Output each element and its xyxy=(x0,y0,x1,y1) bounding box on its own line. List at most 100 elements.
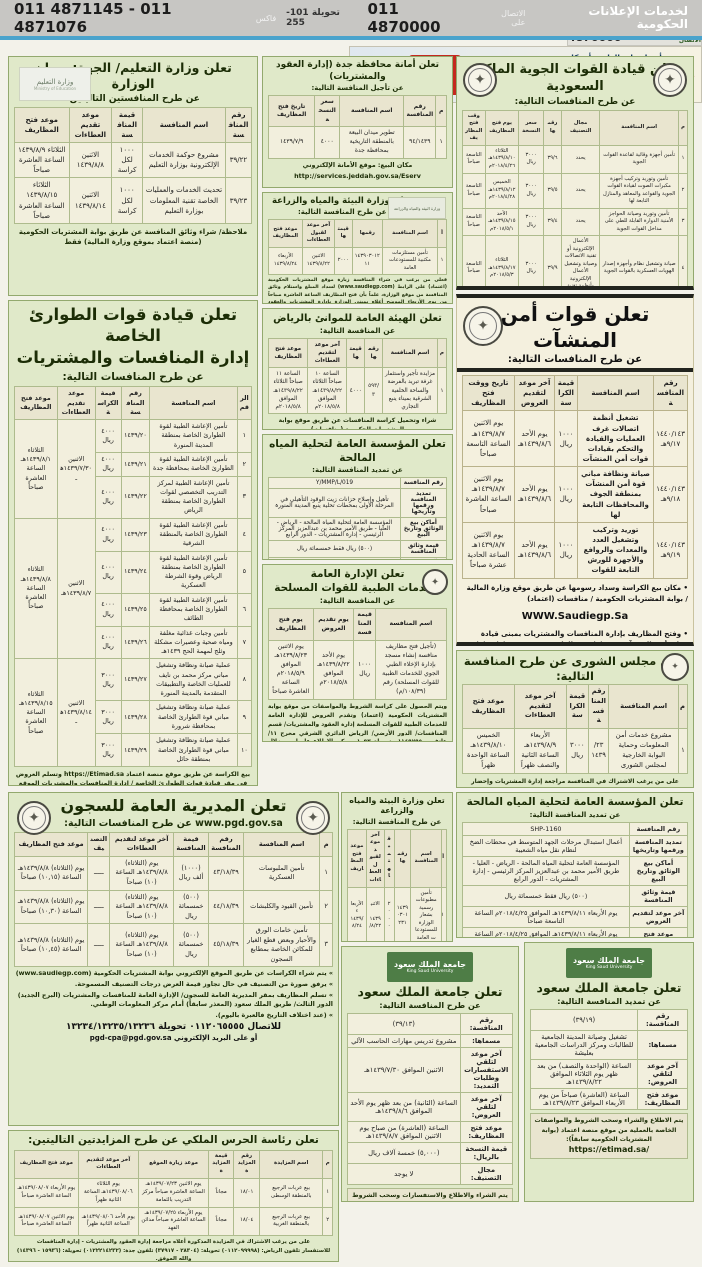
phone-number: 011 4870000 xyxy=(367,0,441,36)
table-cell: ٣ xyxy=(678,207,688,237)
table-cell: مجاناً xyxy=(207,1178,235,1208)
field-label: رقم المنافسة xyxy=(628,822,687,835)
table-cell: التاسعة صباحاً xyxy=(462,144,486,174)
tender-details-fields: رقم المنافسة SHP-1160 تمديد المنافسة ورقمه… xyxy=(462,821,688,937)
table-cell: تأمين القيود والكلبشات xyxy=(242,889,321,925)
note-line: • وفتح المظاريف بإدارة المنافسات والمشتر… xyxy=(473,629,688,646)
table-cell: ١٨/٠١ xyxy=(233,1178,260,1208)
field-row: آخر موعد لتقديم العروض يوم الأربعاء ١٤٣٩/… xyxy=(463,906,687,928)
column-header: قيمتها xyxy=(346,337,366,369)
table-cell: يوم الأحد ١٤٣٩/٨/٢٢هـ الموافق ٢٠١٨/٥/٨م xyxy=(312,640,355,701)
etimad-link[interactable]: https://etimad.sa/ xyxy=(568,1145,650,1155)
tenders-table: م اسم المنافسة رقمها قيمتها آخر موعد لتقديم … xyxy=(267,337,447,414)
table-cell: ١٤٣٩/٢٢ xyxy=(120,475,151,519)
notes-list: » يتم شراء الكراسات عن طريق الموقع الإلك… xyxy=(14,969,333,1020)
table-cell: ٤٠٠٠ ريال xyxy=(94,419,122,453)
column-header: موعد فتح المظاريف xyxy=(347,828,367,888)
field-row: قيمة وثائق المنافسة (٥٠٠) ريال فقط خمسمائ… xyxy=(269,541,446,559)
divider xyxy=(457,368,693,372)
tenders-table: الرقم اسم المنافسة رقم المنافسة قيمة الكراس… xyxy=(14,386,253,768)
table-row: ٣٩/٢٣ تحديث الخدمات والعمليات الخاصة تقني… xyxy=(14,177,253,224)
field-value: لا يوجد xyxy=(394,1170,414,1179)
announcement-subtitle: عن تمديد المنافسة التالية: xyxy=(557,997,661,1007)
field-row: مسماها: تشغيل وصيانة المدينة الجامعية للط… xyxy=(531,1031,687,1061)
table-cell: ١٤٣٩٠٣٠١٢٣١ xyxy=(393,886,412,941)
field-row: مجال التصنيف: لا يوجد xyxy=(348,1164,512,1186)
jeddah-eservices-link[interactable]: http://services.jeddah.gov.sa/Eserv xyxy=(294,172,421,181)
table-cell: ٣٩/٩ xyxy=(543,235,562,286)
column-header: رقم المنافسة xyxy=(403,95,437,128)
purchase-note: فعلى من يرغب في شراء المنافسة زيارة موقع… xyxy=(268,278,447,304)
note-line: على من يرغب الاشتراك في المنافسة مراجعة … xyxy=(471,777,679,787)
column-header: رقم المنافسة xyxy=(224,106,253,143)
table-row: ١ مشروع خدمات أمن المعلومات وحماية البواب… xyxy=(462,728,688,774)
note-line: للاستفسار تلفون الرياض: (٠١١٢٠٩٩٩٩٨) تحو… xyxy=(16,1248,331,1262)
table-cell: ٤ xyxy=(236,517,253,552)
table-cell: ٤٠٠٠ ريال xyxy=(94,517,122,552)
table-cell: ٣٠٠٠ ريال xyxy=(518,172,544,209)
table-cell: بيع عربات الرجيع بالمنطقة الوسطى xyxy=(258,1178,324,1208)
table-cell: يوم الثلاثاء ١٤٣٩/٠٨/٠٦هـ الساعة الثانية… xyxy=(77,1178,140,1208)
table-cell: الثلاثاء ١٤٣٩/٨/٨هـ الساعة العاشرة صباحا… xyxy=(14,517,58,660)
column-header: رقم المنافسة xyxy=(120,386,151,421)
announcement-title: تعلن الهيئة العامة للموانئ بالرياض xyxy=(273,313,442,324)
table-cell: صيانة وتشغيل نظام وأجهزة إصدار الهويات ا… xyxy=(599,235,679,286)
field-row: تمديد المنافسة ورقمها وتاريخها تأهيل وإصل… xyxy=(269,489,446,519)
note-line: » تسلم المظاريف بمقر المديرية العامة للس… xyxy=(17,990,333,1009)
field-row: موعد فتح المظاريف يوم الأربعاء ١٤٣٩/٨/١١ه… xyxy=(463,927,687,937)
announcement-title: تعلن رئاسة الحرس الملكي عن طرح المزايدتي… xyxy=(28,1134,319,1146)
announcement-subtitle: عن طرح المنافسات التالية: xyxy=(514,96,636,107)
column-header: موعد فتح المظاريف xyxy=(268,219,303,248)
table-cell: ٢٠٠٠ xyxy=(333,246,353,276)
table-row: ٤ صيانة وتشغيل نظام وأجهزة إصدار الهويات … xyxy=(462,235,688,286)
table-cell: ١٠٠٠ ريال xyxy=(554,410,578,468)
table-cell: ١٠٠٠ ريال xyxy=(353,640,376,701)
field-label: آخر موعد لتقديم العروض xyxy=(628,906,687,927)
table-row: ٣ تأمين وتوريد وصيانة الحواجز الأمنية الد… xyxy=(462,207,688,237)
box-ports-authority: تعلن الهيئة العامة للموانئ بالرياض عن ال… xyxy=(262,308,453,430)
table-cell: ١٤٣٩/٢٩ xyxy=(120,733,151,768)
column-header: قيمة المنافسة xyxy=(173,831,209,857)
fax-numbers: 011 4871145 - 011 4871076 xyxy=(13,0,172,36)
medical-services-emblem-icon: ✦ xyxy=(422,569,448,595)
table-cell: ٢٠٠٠ xyxy=(383,886,395,941)
tenders-table: م اسم المنافسة مجال التصنيف رقمها سعر النسخة… xyxy=(462,109,688,286)
footer-text: يتم الاطلاع والشراء وسحب الشروط والمواصف… xyxy=(534,1117,684,1143)
column-header: أ xyxy=(437,219,447,248)
column-header: اسم المنافسة xyxy=(381,219,439,248)
field-value: المؤسسة العامة لتحلية المياه المالحة - ا… xyxy=(276,520,393,539)
logo-text: جامعة الملك سعود xyxy=(394,960,466,969)
column-header: آخر موعد لقبول العطاءات xyxy=(301,219,335,248)
table-cell: (٥٠٠) خمسمائة ريال xyxy=(173,889,209,925)
column-header: آخر موعد لتقديم العروض xyxy=(513,374,556,412)
table-cell: ٤٠٠٠ ريال xyxy=(94,592,122,627)
table-row: ١ بيع عربات الرجيع بالمنطقة الوسطى ١٨/٠١ مج… xyxy=(14,1178,333,1208)
column-header: اسم المنافسة xyxy=(599,109,679,146)
table-cell: ١٤٣٩/٢٦ xyxy=(120,625,151,660)
table-cell: الساعة ١١ صباحاً الثلاثاء ١٤٣٩/٨/٢٢هـ ال… xyxy=(267,367,309,414)
table-row: ٢ بيع عربات الرجيع بالمنطقة الغربية ١٨/٠٤ م… xyxy=(14,1206,333,1237)
column-header: آخر موعد لتقديم العطاءات xyxy=(307,337,348,369)
table-cell: ١٤٣٩/٢٤ xyxy=(120,550,151,594)
subtitle-text: عن طرح المنافسات التالية: xyxy=(64,817,192,829)
column-header: رقمها xyxy=(364,337,383,369)
saudiegp-link[interactable]: WWW.Saudiegp.Sa xyxy=(521,610,629,622)
field-row: رقم المنافسة SHP-1160 xyxy=(463,822,687,836)
sale-location-note: مكان البيع: موقع الأمانة الإلكتروني xyxy=(302,160,413,169)
column-header: موعد فتح المظاريف xyxy=(462,683,515,730)
table-cell: يوم الاثنين ١٤٣٩/٨/٢٣هـ الموافق ٢٠١٨/٥/٩… xyxy=(268,640,314,701)
table-cell: ١٤٣٩/٢٥ xyxy=(120,592,151,627)
etimad-footer: يتم الشراء والاطلاع والاستفسارات وسحب ال… xyxy=(347,1188,513,1201)
tenders-table: م رقم المنافسة اسم المنافسة سعر النسخة تاريخ… xyxy=(267,95,447,159)
field-value: المؤسسة العامة لتحلية المياه المالحة - ا… xyxy=(472,858,620,883)
table-cell: ٣٠٠٠ ريال xyxy=(94,733,122,768)
contact-email[interactable]: أو على البريد الإلكتروني pgd-cpa@pgd.gov… xyxy=(89,1034,258,1043)
field-value: الساعة (الواحدة والنصف) من بعد ظهر يوم ا… xyxy=(536,1062,632,1087)
contact-line: للاتصال ٠١١٢٠٦٥٥٥٥ تحويلة ١٣٢٣٤/١٣٢٣٥/١٣… xyxy=(65,1022,281,1033)
box-royal-saudi-air-force: ✦ ✦ تعلن قيادة القوات الجوية الملكية الس… xyxy=(456,56,694,290)
column-header: اسم المنافسة xyxy=(374,608,448,642)
prisons-website-link[interactable]: www.pgd.gov.sa xyxy=(195,817,283,829)
table-cell: مزايدة تأجير واستثمار غرفة تبريد بالفرضة… xyxy=(381,367,439,414)
column-header: م xyxy=(435,95,447,128)
table-cell: تأمين أجهزة وقائية لقاعدة القوات الجوية xyxy=(599,144,679,174)
